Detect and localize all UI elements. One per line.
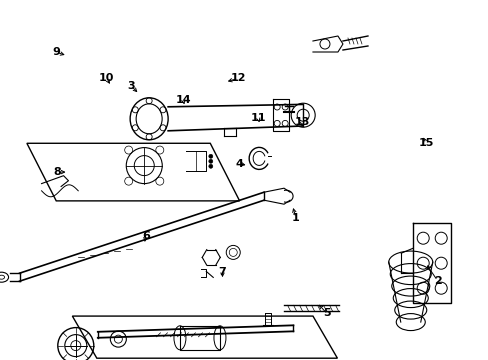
Circle shape xyxy=(208,154,212,158)
Circle shape xyxy=(208,159,212,163)
Text: 9: 9 xyxy=(52,47,60,57)
Text: 10: 10 xyxy=(99,73,114,84)
Text: 1: 1 xyxy=(291,213,299,223)
Text: 4: 4 xyxy=(235,159,243,169)
Text: 3: 3 xyxy=(127,81,135,91)
Text: 14: 14 xyxy=(175,95,191,105)
Text: 12: 12 xyxy=(230,73,246,84)
Text: 15: 15 xyxy=(418,138,433,148)
Text: 2: 2 xyxy=(433,276,441,286)
Text: 7: 7 xyxy=(218,267,226,277)
Text: 6: 6 xyxy=(142,231,149,241)
Text: 13: 13 xyxy=(294,117,309,127)
Text: 8: 8 xyxy=(54,167,61,177)
Text: 11: 11 xyxy=(250,113,265,123)
Circle shape xyxy=(208,164,212,168)
Text: 5: 5 xyxy=(322,308,330,318)
